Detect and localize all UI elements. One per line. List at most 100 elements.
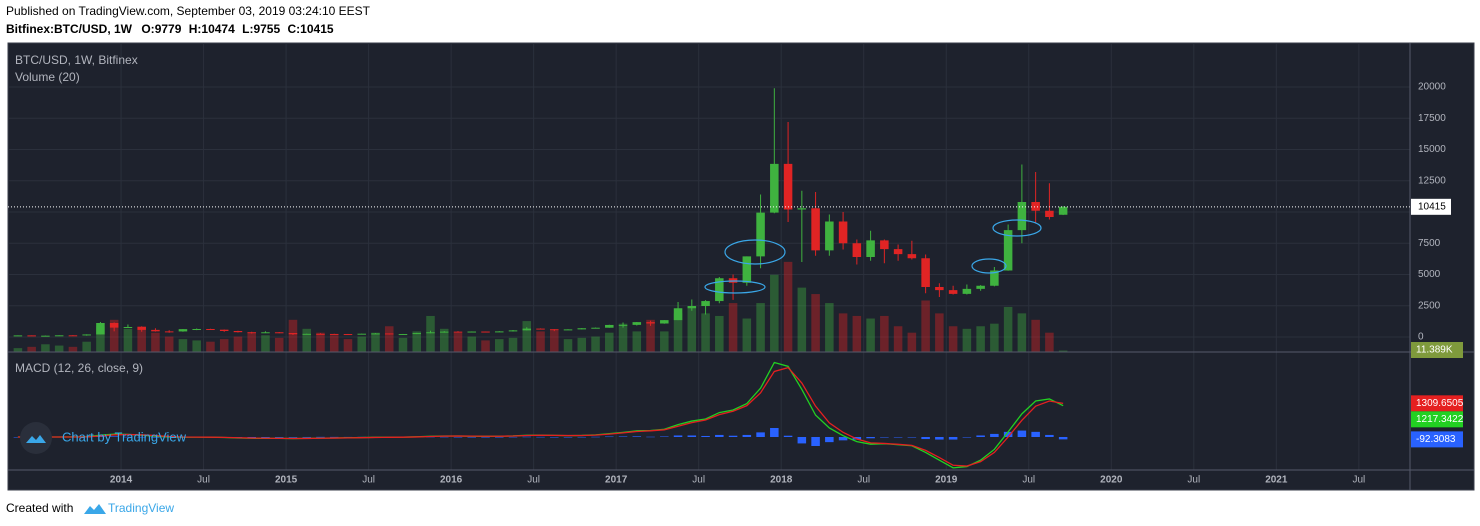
footer-brand[interactable]: TradingView	[108, 501, 174, 515]
volume-bar	[329, 335, 339, 352]
candle-body	[137, 327, 146, 330]
y-tick-label: 5000	[1418, 269, 1441, 280]
macd-histogram-bar	[852, 436, 862, 440]
volume-bar	[990, 323, 999, 352]
watermark-icon	[20, 422, 52, 454]
candle-body	[660, 320, 669, 324]
candle-body	[632, 322, 642, 325]
candle-body	[536, 328, 545, 330]
volume-bar	[178, 339, 188, 352]
candle-body	[1058, 206, 1068, 215]
candle-body	[962, 288, 972, 294]
macd-value-box	[1411, 431, 1463, 448]
volume-bar	[302, 328, 311, 352]
volume-bar	[660, 331, 669, 352]
symbol: Bitfinex:BTC/USD, 1W	[6, 22, 133, 36]
x-tick-label: 2019	[935, 475, 958, 486]
macd-histogram-bar	[495, 436, 504, 438]
volume-bar	[412, 331, 422, 352]
macd-histogram-bar	[673, 435, 683, 437]
macd-histogram-bar	[536, 436, 545, 438]
volume-bar	[646, 319, 655, 352]
candle-body	[742, 256, 752, 283]
volume-bar	[976, 326, 985, 352]
symbol-line: Bitfinex:BTC/USD, 1W O:9779 H:10474 L:97…	[6, 22, 334, 36]
macd-histogram-bar	[453, 436, 463, 438]
macd-histogram-bar	[660, 436, 669, 437]
macd-value-box	[1411, 411, 1463, 428]
watermark-text: Chart by TradingView	[62, 429, 187, 444]
macd-histogram-bar	[687, 435, 697, 437]
volume-bar	[866, 318, 875, 352]
volume-bar	[1003, 306, 1013, 352]
x-tick-label: 2018	[770, 475, 793, 486]
volume-bar	[825, 303, 834, 352]
macd-histogram-bar	[550, 436, 559, 438]
candle-body	[687, 306, 697, 309]
volume-bar	[962, 328, 972, 352]
volume-bar	[109, 319, 119, 352]
macd-histogram-bar	[880, 436, 889, 438]
volume-bar	[439, 328, 449, 352]
ellipse	[992, 219, 1042, 237]
volume-bar	[481, 340, 490, 352]
volume-bar	[1031, 319, 1040, 352]
volume-bar	[770, 274, 779, 352]
macd-histogram-bar	[770, 428, 779, 437]
volume-bar	[577, 337, 587, 352]
macd-histogram-bar	[109, 436, 119, 437]
candle-body	[192, 329, 201, 330]
candle-body	[893, 249, 903, 255]
volume-bar	[398, 337, 408, 352]
macd-histogram-bar	[797, 436, 807, 444]
candle-body	[274, 332, 284, 334]
grid	[8, 43, 1410, 470]
watermark-logo	[26, 435, 46, 443]
volume-legend: Volume (20)	[15, 70, 80, 84]
macd-histogram-bar	[13, 436, 23, 438]
candle-body	[673, 308, 683, 321]
macd-histogram-bar	[783, 435, 793, 437]
ellipse	[724, 239, 786, 265]
macd-histogram-bar	[893, 436, 903, 438]
x-tick-label: Jul	[857, 475, 870, 486]
candle-body	[783, 163, 793, 210]
macd-histogram-bar	[976, 435, 985, 437]
volume-bar	[343, 339, 353, 352]
macd-histogram-bar	[866, 436, 875, 439]
y-tick-label: 20000	[1418, 82, 1446, 93]
volume-bar	[96, 326, 105, 352]
volume-bar	[41, 344, 50, 352]
macd-histogram-bar	[618, 436, 628, 437]
volume-bar	[192, 340, 201, 352]
macd-histogram-bar	[742, 434, 752, 437]
l-label: L:	[242, 22, 253, 36]
macd-histogram-bar	[137, 436, 146, 438]
candle-body	[233, 331, 243, 333]
c-label: C:	[288, 22, 301, 36]
x-tick-label: 2016	[440, 475, 463, 486]
candle-body	[96, 323, 105, 335]
candle-body	[68, 335, 78, 337]
series-legend: BTC/USD, 1W, Bitfinex	[15, 53, 138, 67]
volume-bar	[384, 326, 394, 352]
footer-logo	[84, 504, 106, 514]
volume-bar	[921, 300, 930, 352]
o-label: O:	[141, 22, 154, 36]
volume-bar	[852, 315, 862, 352]
volume-bar	[605, 332, 614, 352]
volume-bar	[206, 341, 215, 352]
macd-histogram-bar	[756, 432, 765, 437]
y-tick-label: 12500	[1418, 175, 1446, 186]
candle-body	[990, 270, 999, 286]
candle-body	[371, 333, 380, 335]
volume-bar	[673, 313, 683, 352]
candle-body	[453, 331, 463, 333]
volume-bar	[137, 326, 146, 352]
macd-histogram-bar	[605, 436, 614, 438]
annotations	[704, 219, 1042, 294]
macd-histogram-bar	[316, 436, 325, 438]
volume-bar	[632, 331, 642, 352]
volume-bar	[27, 346, 36, 352]
candle-body	[439, 331, 449, 333]
